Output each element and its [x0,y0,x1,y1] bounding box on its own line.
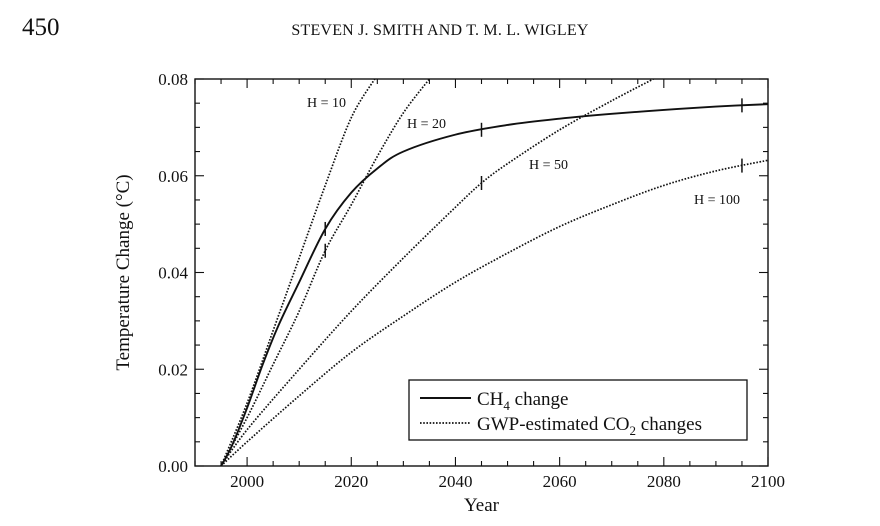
x-tick-label: 2080 [647,472,681,491]
y-tick-label: 0.06 [158,167,188,186]
legend-suffix: changes [636,414,702,435]
y-tick-label: 0.00 [158,457,188,476]
x-tick-label: 2020 [334,472,368,491]
series-label-h-20: H = 20 [407,117,446,132]
legend-entry: GWP-estimated CO2 changes [477,414,702,438]
legend-box [408,379,748,441]
series-label-h-100: H = 100 [694,193,740,208]
x-tick-label: 2040 [438,472,472,491]
axis-ticks [194,78,769,467]
y-axis-label: Temperature Change (°C) [113,174,134,370]
tick-labels: 2000 2020 2040 2060 2080 2100 0.00 0.02 0.04 0.06… [158,70,785,491]
series-label-h-10: H = 10 [307,96,346,111]
y-tick-label: 0.04 [158,264,188,283]
legend-suffix: change [510,389,569,410]
series-line-h-100 [220,159,768,466]
series-line-h-10 [220,79,376,466]
x-tick-label: 2060 [543,472,577,491]
legend-label: GWP-estimated CO [477,414,630,435]
curves [220,79,768,466]
legend-subscript: 4 [503,398,510,413]
series-line-ch4 [220,103,768,466]
page-number: 450 [22,14,60,41]
x-tick-label: 2100 [751,472,785,491]
running-head: STEVEN J. SMITH AND T. M. L. WIGLEY [291,22,589,39]
series-line-h-20 [220,79,431,466]
y-tick-label: 0.08 [158,70,188,89]
legend-subscript: 2 [630,423,637,438]
series-label-h-50: H = 50 [529,158,568,173]
legend-entry: CH4 change [477,389,568,413]
series-line-h-50 [220,79,654,466]
y-tick-label: 0.02 [158,360,188,379]
x-tick-label: 2000 [230,472,264,491]
x-axis-label: Year [464,495,500,516]
legend-label: CH [477,389,504,410]
